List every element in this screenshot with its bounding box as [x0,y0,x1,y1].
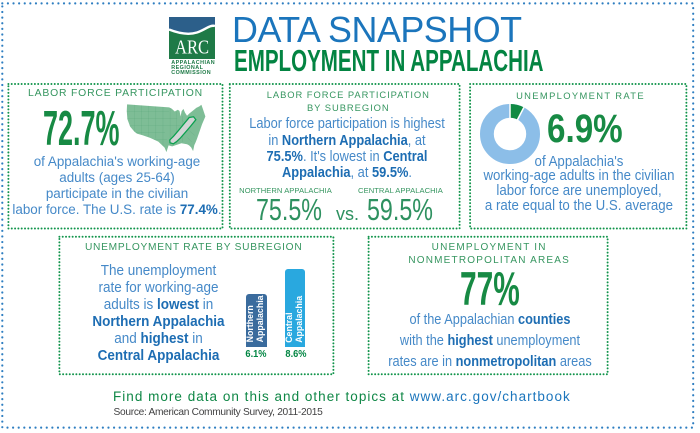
svg-text:ARC: ARC [175,37,209,59]
